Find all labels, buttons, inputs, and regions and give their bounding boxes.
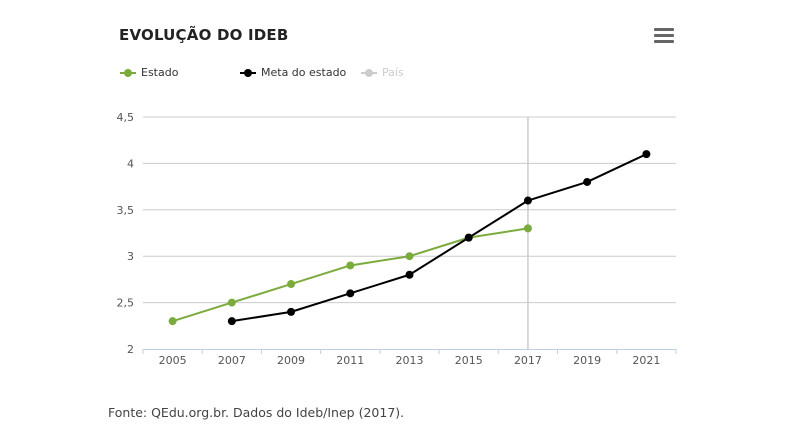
chart-menu-button[interactable] <box>654 28 674 44</box>
chart-title: EVOLUÇÃO DO IDEB <box>119 26 289 44</box>
legend-label-pais: País <box>382 66 404 79</box>
data-point-meta-do-estado[interactable] <box>583 177 592 186</box>
legend-item-meta-do-estado[interactable]: Meta do estado <box>240 66 346 79</box>
legend-label-meta-do-estado: Meta do estado <box>261 66 347 79</box>
x-tick-label: 2011 <box>336 354 364 367</box>
y-tick-label: 3,5 <box>117 204 135 217</box>
data-point-meta-do-estado[interactable] <box>227 317 236 326</box>
data-point-estado[interactable] <box>287 280 296 289</box>
legend-symbol-meta-icon <box>240 68 256 78</box>
data-point-estado[interactable] <box>227 298 236 307</box>
data-point-estado[interactable] <box>168 317 177 326</box>
x-tick-label: 2021 <box>632 354 660 367</box>
data-point-meta-do-estado[interactable] <box>287 307 296 316</box>
data-point-meta-do-estado[interactable] <box>464 233 473 242</box>
data-point-meta-do-estado[interactable] <box>523 196 532 205</box>
legend-item-estado[interactable]: Estado <box>120 66 178 79</box>
y-tick-label: 3 <box>127 250 134 263</box>
legend-item-pais[interactable]: País <box>361 66 404 79</box>
y-tick-label: 4 <box>127 157 134 170</box>
x-tick-label: 2019 <box>573 354 601 367</box>
x-tick-label: 2013 <box>396 354 424 367</box>
line-chart[interactable]: 2 2,5 3 3,5 4 4,5 2005 2007 2009 2011 2013 2015 2017… <box>0 0 800 400</box>
y-tick-label: 2 <box>127 343 134 356</box>
source-note: Fonte: QEdu.org.br. Dados do Ideb/Inep (… <box>108 405 405 420</box>
x-tick-label: 2009 <box>277 354 305 367</box>
hamburger-menu-icon-line-2[interactable] <box>654 34 674 37</box>
data-point-estado[interactable] <box>405 252 414 261</box>
data-point-estado[interactable] <box>523 224 532 233</box>
series-line-estado[interactable] <box>172 227 529 323</box>
legend-symbol-pais-icon <box>361 68 377 78</box>
series-line-meta-do-estado[interactable] <box>231 153 647 323</box>
data-point-meta-do-estado[interactable] <box>346 289 355 298</box>
hamburger-menu-icon-line-3[interactable] <box>654 40 674 43</box>
x-tick-label: 2017 <box>514 354 542 367</box>
legend-symbol-estado-icon <box>120 68 136 78</box>
data-point-meta-do-estado[interactable] <box>642 150 651 159</box>
x-tick-label: 2007 <box>218 354 246 367</box>
hamburger-menu-icon[interactable] <box>654 28 674 31</box>
legend-label-estado: Estado <box>141 66 179 79</box>
x-tick-label: 2005 <box>159 354 187 367</box>
data-point-meta-do-estado[interactable] <box>405 270 414 279</box>
y-tick-label: 4,5 <box>117 111 135 124</box>
y-tick-label: 2,5 <box>117 297 135 310</box>
data-point-estado[interactable] <box>346 261 355 270</box>
x-tick-label: 2015 <box>455 354 483 367</box>
